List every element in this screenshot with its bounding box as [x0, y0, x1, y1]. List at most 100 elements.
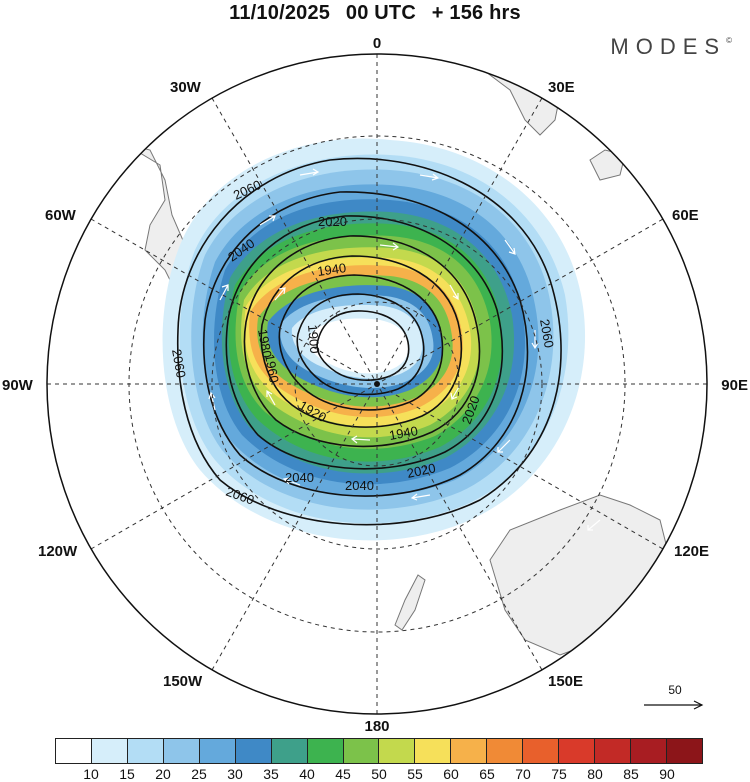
wind-vectors	[136, 119, 604, 531]
contour-label: 1980	[255, 328, 275, 359]
wind-arrow	[395, 344, 402, 361]
colorbar-swatch	[343, 739, 380, 763]
colorbar-swatch	[235, 739, 272, 763]
colorbar-swatch	[595, 739, 631, 763]
colorbar-swatch	[415, 739, 452, 763]
wind-arrow	[596, 360, 604, 378]
wind-arrow	[350, 435, 371, 444]
lon-label-120e: 120E	[674, 543, 709, 560]
colorbar-swatch	[307, 739, 344, 763]
polar-map: 0 180 90W 90E 30W 30E 60W 60E 120W 120E …	[2, 35, 748, 735]
colorbar-tick-label: 15	[119, 766, 135, 782]
lon-label-180: 180	[364, 718, 389, 735]
wind-arrow	[299, 168, 320, 176]
contour-1960	[260, 255, 462, 428]
contour-2040	[202, 191, 529, 497]
colorbar-swatch	[666, 739, 702, 763]
wind-arrow	[208, 391, 216, 411]
colorbar-tick-label: 35	[263, 766, 279, 782]
title-lead: + 156 hrs	[431, 2, 521, 24]
lon-label-30w: 30W	[170, 79, 202, 96]
lon-label-0: 0	[373, 35, 381, 52]
brand-logo: MODES©	[610, 34, 732, 60]
contour-label: 2040	[345, 478, 374, 493]
lon-label-60e: 60E	[672, 207, 699, 224]
colorbar-tick-label: 55	[407, 766, 423, 782]
wind-arrow	[379, 242, 400, 251]
contour-label: 1940	[316, 260, 347, 279]
colorbar-tick-label: 25	[191, 766, 207, 782]
contour-label: 2020	[318, 214, 347, 229]
lon-label-150w: 150W	[163, 673, 203, 690]
map-disc	[47, 54, 707, 714]
wind-arrow	[282, 477, 301, 486]
reference-arrow-icon	[644, 700, 704, 710]
colorbar-swatch	[127, 739, 164, 763]
lon-label-90w: 90W	[2, 377, 34, 394]
colorbar	[55, 738, 703, 764]
contour-1920	[296, 293, 425, 396]
wind-arrow	[419, 173, 440, 181]
colorbar-tick-label: 75	[551, 766, 567, 782]
title-time: 00 UTC	[345, 2, 416, 24]
colorbar-tick-label: 40	[299, 766, 315, 782]
south-pole-marker	[374, 381, 380, 387]
colorbar-tick-label: 80	[587, 766, 603, 782]
colorbar-swatch	[487, 739, 524, 763]
contour-label: 2060	[537, 318, 557, 349]
wind-arrow	[339, 321, 355, 331]
contour-label: 2060	[169, 348, 189, 379]
reference-vector-value: 50	[668, 683, 682, 697]
contour-label: 2020	[406, 460, 437, 481]
wind-arrow	[259, 215, 276, 226]
colorbar-ticks: 10 15 20 25 30 35 40 45 50 55 60 65 70 75 80 85 90	[55, 766, 703, 782]
contour-1900	[316, 310, 410, 381]
map-border	[46, 53, 708, 715]
colorbar-tick-label: 65	[479, 766, 495, 782]
colorbar-tick-label: 50	[371, 766, 387, 782]
colorbar-swatch	[199, 739, 236, 763]
colorbar-tick-label: 70	[515, 766, 531, 782]
contour-label: 1940	[388, 423, 419, 443]
contour-2020	[225, 215, 504, 470]
colorbar-tick-label: 10	[83, 766, 99, 782]
reference-vector: 50	[642, 683, 708, 716]
wind-arrow	[266, 389, 276, 406]
colorbar-tick-label: 30	[227, 766, 243, 782]
contour-1940	[278, 274, 444, 411]
wind-arrow	[531, 330, 539, 350]
wind-arrow	[479, 119, 496, 128]
wind-arrow	[449, 284, 459, 301]
colorbar-tick-label: 60	[443, 766, 459, 782]
wind-speed-shading	[162, 138, 586, 541]
madagascar-land	[589, 149, 626, 181]
new-zealand-land	[394, 574, 426, 631]
contour-label: 2040	[285, 470, 314, 485]
lon-label-30e: 30E	[548, 79, 575, 96]
colorbar-tick-label: 45	[335, 766, 351, 782]
colorbar-tick-label: 20	[155, 766, 171, 782]
lon-label-150e: 150E	[548, 673, 583, 690]
wind-arrow	[587, 519, 601, 531]
lon-label-60w: 60W	[45, 207, 77, 224]
colorbar-swatch	[451, 739, 488, 763]
contour-1980	[243, 235, 481, 448]
copyright-icon: ©	[726, 36, 732, 45]
wind-arrow	[497, 439, 511, 453]
brand-name: MODES	[610, 34, 727, 59]
wind-arrow	[274, 287, 286, 301]
wind-arrow	[410, 493, 431, 501]
wind-arrow	[136, 372, 144, 390]
title-date: 11/10/2025	[229, 2, 331, 24]
lon-label-120w: 120W	[38, 543, 78, 560]
lon-label-90e: 90E	[721, 377, 748, 394]
colorbar-swatch	[91, 739, 128, 763]
africa-land	[449, 54, 561, 136]
wind-arrow	[504, 239, 516, 255]
colorbar-tick-label: 85	[623, 766, 639, 782]
colorbar-swatch	[559, 739, 596, 763]
lat-circle-70	[211, 218, 543, 550]
contour-label: 1900	[305, 324, 322, 354]
colorbar-swatch	[523, 739, 560, 763]
colorbar-swatch	[56, 739, 92, 763]
